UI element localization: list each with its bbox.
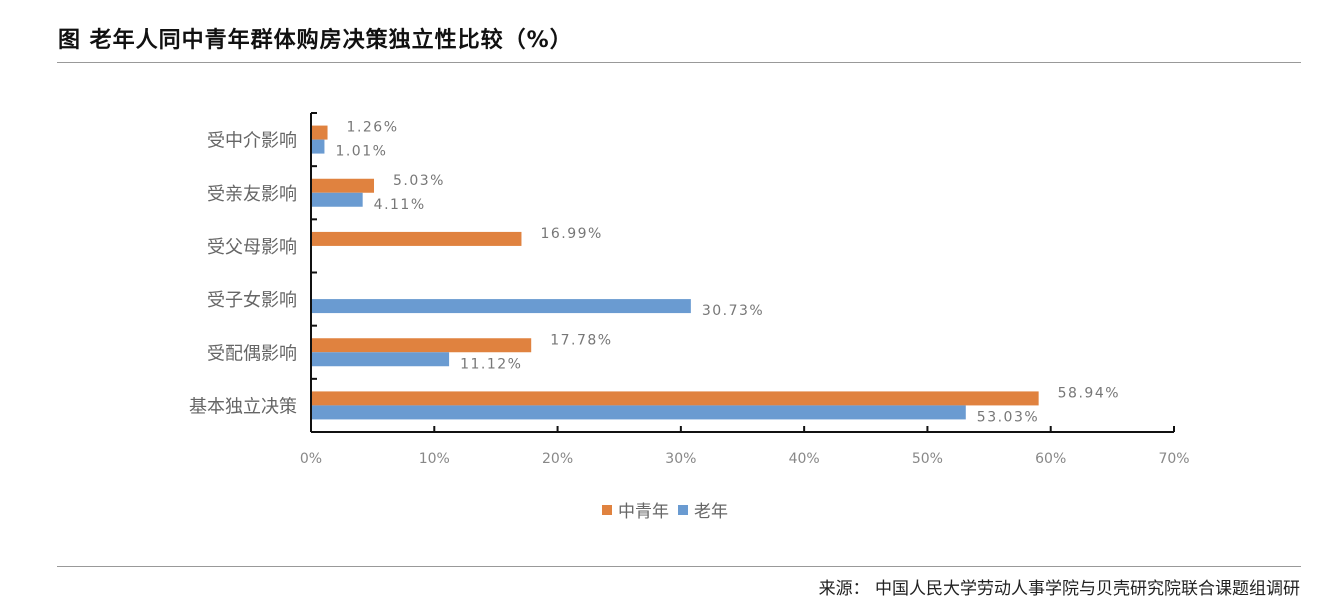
data-label: 1.26% — [347, 120, 399, 136]
bar-elderly — [312, 192, 363, 207]
bar-elderly — [312, 405, 966, 420]
legend-label: 中青年 — [618, 502, 669, 522]
category-label: 受父母影响 — [207, 237, 297, 258]
x-tick-label: 0% — [300, 451, 322, 467]
data-label: 1.01% — [335, 144, 387, 160]
x-tick-label: 20% — [542, 451, 573, 467]
x-tick-label: 70% — [1158, 451, 1189, 467]
bar-youth — [312, 178, 375, 193]
category-label: 受配偶影响 — [207, 343, 297, 364]
category-label: 基本独立决策 — [189, 396, 297, 417]
x-tick-label: 40% — [789, 451, 820, 467]
data-label: 30.73% — [702, 303, 764, 319]
bar-youth — [312, 338, 532, 353]
data-label: 5.03% — [393, 173, 445, 189]
x-tick-label: 10% — [419, 451, 450, 467]
bar-youth — [312, 125, 328, 140]
bar-elderly — [312, 352, 450, 367]
chart-title: 图 老年人同中青年群体购房决策独立性比较（%） — [58, 28, 573, 53]
bar-youth — [312, 231, 522, 246]
bar-elderly — [312, 139, 325, 154]
category-label: 受子女影响 — [207, 290, 297, 311]
legend-label: 老年 — [694, 502, 728, 522]
x-tick-label: 30% — [665, 451, 696, 467]
top-rule — [57, 62, 1301, 63]
legend-swatch — [678, 505, 688, 515]
category-label: 受中介影响 — [207, 131, 297, 152]
x-tick-label: 60% — [1035, 451, 1066, 467]
data-label: 4.11% — [374, 197, 426, 213]
source-note: 来源： 中国人民大学劳动人事学院与贝壳研究院联合课题组调研 — [818, 579, 1300, 599]
bottom-rule — [57, 566, 1301, 567]
data-label: 11.12% — [460, 356, 522, 372]
data-label: 53.03% — [977, 409, 1039, 425]
legend-swatch — [602, 505, 612, 515]
bar-elderly — [312, 299, 691, 314]
category-label: 受亲友影响 — [207, 184, 297, 205]
data-label: 58.94% — [1058, 385, 1120, 401]
data-label: 16.99% — [540, 226, 602, 242]
x-tick-label: 50% — [912, 451, 943, 467]
bar-youth — [312, 391, 1039, 406]
data-label: 17.78% — [550, 332, 612, 348]
